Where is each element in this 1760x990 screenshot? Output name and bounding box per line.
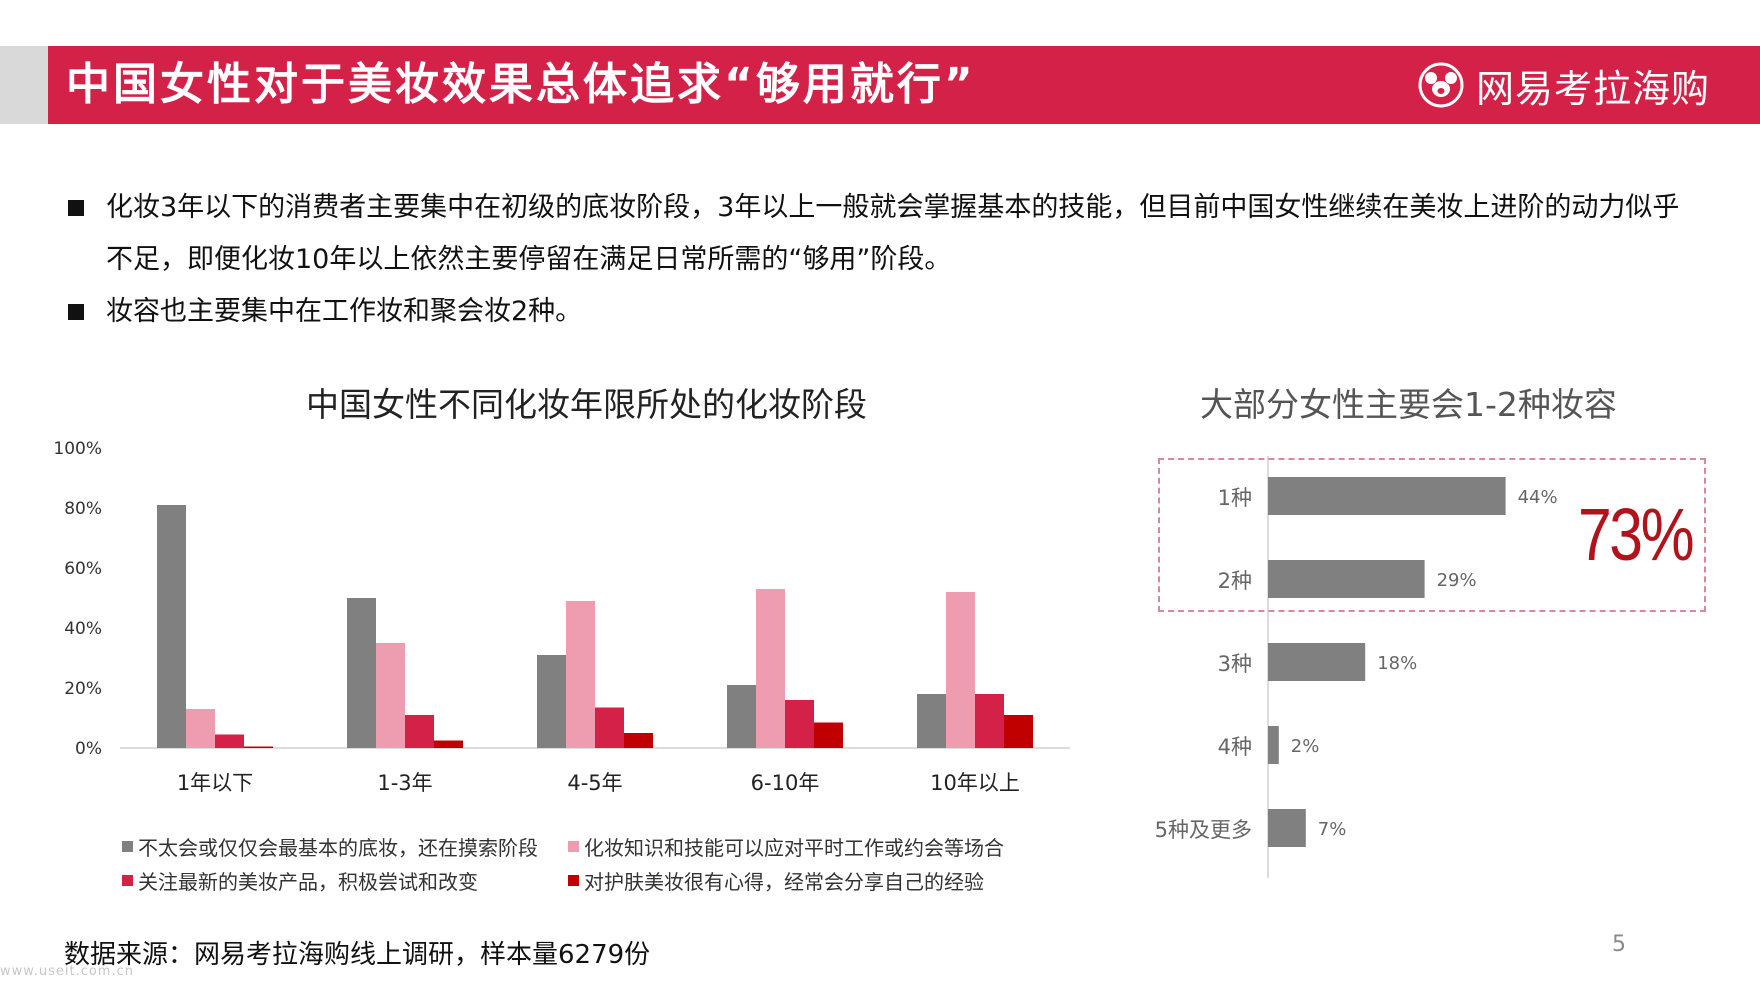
- legend-swatch: [122, 875, 133, 886]
- data-label: 29%: [1437, 570, 1477, 591]
- y-tick-label: 0%: [75, 739, 102, 759]
- bar: [1004, 715, 1033, 748]
- data-label: 2%: [1291, 736, 1320, 757]
- style-count-bar-chart: 1种 44% 2种 29% 3种 18% 4种 2% 5种及更多 7%: [1155, 456, 1558, 878]
- page-title: 中国女性对于美妆效果总体追求“够用就行”: [66, 59, 976, 110]
- x-tick-label: 6-10年: [751, 771, 820, 795]
- bar: [566, 601, 595, 748]
- y-tick-label: 80%: [64, 499, 102, 519]
- bar: [785, 700, 814, 748]
- bar: [814, 722, 843, 748]
- header-bar: 中国女性对于美妆效果总体追求“够用就行” 网易考拉海购: [48, 46, 1760, 124]
- category-label: 3种: [1218, 652, 1252, 676]
- legend-swatch: [122, 841, 133, 852]
- bullet-square-icon: [68, 304, 84, 320]
- x-tick-label: 4-5年: [567, 771, 622, 795]
- data-source: 数据来源：网易考拉海购线上调研，样本量6279份: [64, 940, 651, 970]
- data-label: 7%: [1318, 819, 1347, 840]
- data-label: 18%: [1377, 653, 1417, 674]
- legend-item: 对护肤美妆很有心得，经常会分享自己的经验: [568, 866, 984, 895]
- koala-logo-icon: [1418, 62, 1464, 108]
- category-label: 2种: [1218, 569, 1252, 593]
- legend-label: 化妆知识和技能可以应对平时工作或约会等场合: [584, 836, 1004, 860]
- bar: [975, 694, 1004, 748]
- bar: [215, 734, 244, 748]
- x-tick-label: 10年以上: [930, 771, 1020, 795]
- stage-bar-chart: 0% 20% 40% 60% 80% 100% 1年以下 1-3年 4-5年 6-10年 10年以上: [53, 439, 1070, 795]
- right-chart-title: 大部分女性主要会1-2种妆容: [1200, 385, 1617, 424]
- bullet-square-icon: [68, 200, 84, 216]
- bar: [376, 643, 405, 748]
- bar: [186, 709, 215, 748]
- bar: [244, 746, 273, 748]
- bullet-text: 化妆3年以下的消费者主要集中在初级的底妆阶段，3年以上一般就会掌握基本的技能，但…: [106, 192, 1680, 275]
- x-tick-label: 1年以下: [177, 771, 253, 795]
- bar: [727, 685, 756, 748]
- bar: [917, 694, 946, 748]
- category-label: 1种: [1218, 486, 1252, 510]
- bar: [756, 589, 785, 748]
- page-number: 5: [1612, 932, 1626, 957]
- bar: [347, 598, 376, 748]
- data-label: 44%: [1518, 487, 1558, 508]
- bar: [405, 715, 434, 748]
- brand-name: 网易考拉海购: [1475, 66, 1710, 111]
- bullet-list: 化妆3年以下的消费者主要集中在初级的底妆阶段，3年以上一般就会掌握基本的技能，但…: [64, 182, 1704, 338]
- legend-item: 不太会或仅仅会最基本的底妆，还在摸索阶段: [122, 832, 538, 861]
- bar: [1268, 560, 1425, 598]
- legend-label: 不太会或仅仅会最基本的底妆，还在摸索阶段: [138, 836, 538, 860]
- bar: [624, 733, 653, 748]
- legend-item: 关注最新的美妆产品，积极尝试和改变: [122, 866, 478, 895]
- bullet-item: 化妆3年以下的消费者主要集中在初级的底妆阶段，3年以上一般就会掌握基本的技能，但…: [64, 182, 1704, 286]
- bullet-item: 妆容也主要集中在工作妆和聚会妆2种。: [64, 286, 1704, 338]
- bullet-text: 妆容也主要集中在工作妆和聚会妆2种。: [106, 296, 583, 327]
- y-tick-label: 40%: [64, 619, 102, 639]
- y-tick-label: 60%: [64, 559, 102, 579]
- bar: [434, 740, 463, 748]
- bar: [946, 592, 975, 748]
- category-label: 4种: [1218, 735, 1252, 759]
- y-tick-label: 100%: [53, 439, 102, 459]
- bar: [1268, 477, 1506, 515]
- highlight-percentage: 73%: [1578, 493, 1695, 576]
- legend-swatch: [568, 841, 579, 852]
- watermark: www.useit.com.cn: [0, 964, 134, 979]
- legend-label: 关注最新的美妆产品，积极尝试和改变: [138, 870, 478, 894]
- left-chart-title: 中国女性不同化妆年限所处的化妆阶段: [306, 385, 867, 424]
- brand: 网易考拉海购: [1418, 46, 1710, 124]
- legend-swatch: [568, 875, 579, 886]
- legend-item: 化妆知识和技能可以应对平时工作或约会等场合: [568, 832, 1004, 861]
- bar: [1268, 726, 1279, 764]
- y-tick-label: 20%: [64, 679, 102, 699]
- bar: [1268, 643, 1366, 681]
- bar: [537, 655, 566, 748]
- header-accent-block: [0, 46, 48, 124]
- x-tick-label: 1-3年: [377, 771, 432, 795]
- legend-label: 对护肤美妆很有心得，经常会分享自己的经验: [584, 870, 984, 894]
- bar: [595, 707, 624, 748]
- category-label: 5种及更多: [1155, 818, 1252, 842]
- bar: [157, 505, 186, 748]
- highlight-dashed-box: [1158, 458, 1706, 612]
- bar: [1268, 809, 1306, 847]
